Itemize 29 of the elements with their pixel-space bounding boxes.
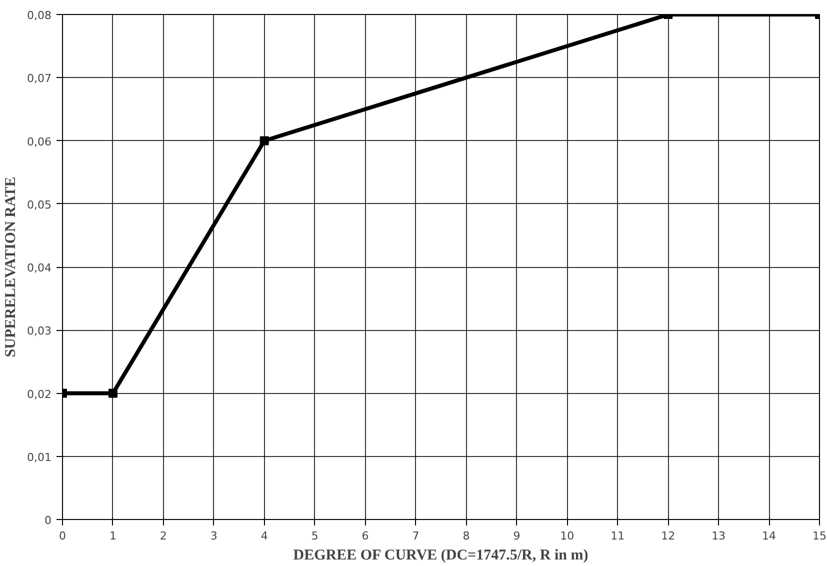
x-tick-label: 9 bbox=[513, 530, 520, 542]
x-tick-label: 10 bbox=[560, 530, 574, 542]
point bbox=[260, 136, 269, 146]
x-tick-label: 7 bbox=[412, 530, 420, 542]
x-tick-label: 13 bbox=[712, 530, 726, 542]
y-tick-label: 0,05 bbox=[27, 198, 52, 212]
y-tick-label: 0 bbox=[44, 514, 52, 527]
x-tick-label: 0 bbox=[59, 530, 66, 542]
y-tick-label: 0,07 bbox=[27, 72, 52, 86]
x-tick-label: 12 bbox=[661, 530, 676, 542]
x-tick-label: 14 bbox=[762, 530, 776, 542]
x-tick-label: 5 bbox=[311, 530, 318, 542]
y-tick-label: 0,03 bbox=[27, 324, 52, 338]
x-tick-label: 3 bbox=[210, 530, 218, 542]
x-axis-title: DEGREE OF CURVE (DC=1747.5/R, R in m) bbox=[293, 548, 588, 564]
x-tick-label: 2 bbox=[160, 530, 167, 542]
y-tick-label: 0,04 bbox=[27, 262, 52, 274]
x-tick-label: 1 bbox=[109, 530, 116, 542]
x-tick-label: 15 bbox=[812, 530, 826, 542]
y-tick-label: 0,06 bbox=[27, 135, 52, 148]
x-tick-label: 4 bbox=[260, 530, 268, 542]
y-tick-label: 0,01 bbox=[27, 450, 52, 464]
y-axis-title: SUPERELEVATION RATE bbox=[3, 176, 20, 358]
point bbox=[108, 388, 118, 398]
y-tick-label: 0,08 bbox=[27, 9, 52, 22]
x-tick-label: 11 bbox=[610, 530, 625, 542]
y-tick-label: 0,02 bbox=[27, 388, 52, 401]
x-tick-label: 8 bbox=[462, 530, 470, 542]
x-tick-label: 6 bbox=[362, 530, 369, 542]
